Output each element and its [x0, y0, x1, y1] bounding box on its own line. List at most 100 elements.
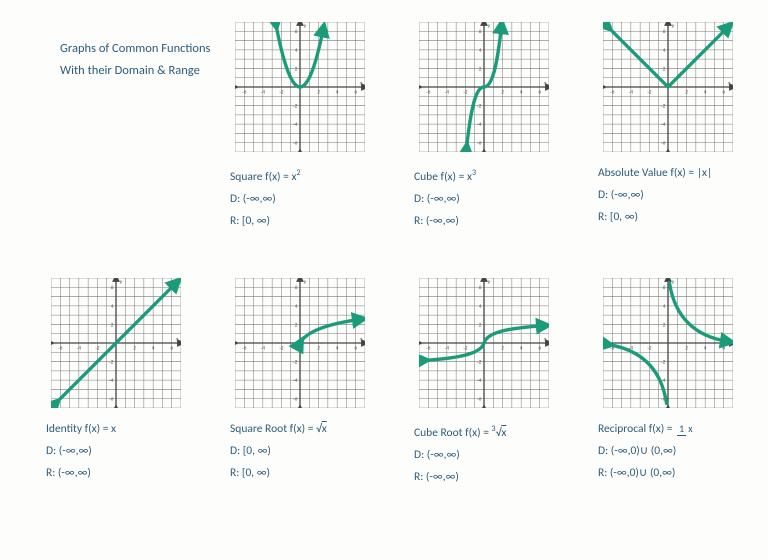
svg-text:-2: -2: [477, 104, 482, 110]
svg-text:-4: -4: [661, 122, 666, 128]
svg-text:-6: -6: [477, 397, 482, 403]
caption-identity: Identity f(x) = x D: (-∞,∞) R: (-∞,∞): [46, 418, 206, 484]
svg-text:4: 4: [336, 346, 339, 352]
svg-text:6: 6: [722, 346, 725, 352]
caption-sqrt: Square Root f(x) = √x D: [0, ∞) R: [0, ∞…: [230, 418, 390, 484]
svg-text:-6: -6: [58, 346, 63, 352]
plot-cbrt: -6-6-4-4-2-2224466xy: [419, 278, 549, 408]
svg-text:x: x: [728, 80, 731, 86]
svg-text:y: y: [304, 279, 307, 285]
svg-text:6: 6: [479, 29, 482, 35]
svg-text:6: 6: [663, 29, 666, 35]
svg-text:6: 6: [538, 90, 541, 96]
function-grid: -6-6-4-4-2-2224466xy Square f(x) = x2 D:…: [26, 22, 758, 534]
svg-text:2: 2: [685, 346, 688, 352]
svg-text:2: 2: [663, 322, 666, 328]
svg-text:4: 4: [295, 48, 298, 54]
svg-text:-2: -2: [109, 360, 114, 366]
svg-text:y: y: [304, 23, 307, 29]
svg-text:2: 2: [295, 66, 298, 72]
svg-text:-4: -4: [77, 346, 82, 352]
svg-text:6: 6: [354, 90, 357, 96]
svg-text:-4: -4: [477, 122, 482, 128]
svg-text:x: x: [544, 336, 547, 342]
plot-sqrt: -6-6-4-4-2-2224466xy: [235, 278, 365, 408]
svg-text:6: 6: [354, 346, 357, 352]
svg-text:6: 6: [295, 29, 298, 35]
svg-text:2: 2: [479, 66, 482, 72]
svg-text:2: 2: [501, 90, 504, 96]
svg-text:-2: -2: [647, 90, 652, 96]
svg-text:4: 4: [520, 90, 523, 96]
svg-text:-6: -6: [242, 346, 247, 352]
svg-text:-2: -2: [661, 104, 666, 110]
svg-text:2: 2: [663, 66, 666, 72]
plot-square: -6-6-4-4-2-2224466xy: [235, 22, 365, 152]
caption-abs: Absolute Value f(x) = |x| D: (-∞,∞) R: […: [598, 162, 758, 228]
svg-text:-2: -2: [463, 90, 468, 96]
caption-recip: Reciprocal f(x) = 1x D: (-∞,0)∪ (0,∞) R:…: [598, 418, 758, 484]
svg-text:6: 6: [722, 90, 725, 96]
svg-text:6: 6: [295, 285, 298, 291]
svg-text:2: 2: [133, 346, 136, 352]
svg-text:2: 2: [317, 346, 320, 352]
svg-text:4: 4: [663, 304, 666, 310]
svg-text:2: 2: [111, 322, 114, 328]
svg-text:4: 4: [520, 346, 523, 352]
caption-cube: Cube f(x) = x3 D: (-∞,∞) R: (-∞,∞): [414, 162, 574, 232]
svg-text:-4: -4: [261, 90, 266, 96]
svg-text:6: 6: [479, 285, 482, 291]
svg-text:-4: -4: [445, 346, 450, 352]
svg-text:4: 4: [336, 90, 339, 96]
svg-text:-4: -4: [629, 90, 634, 96]
svg-text:4: 4: [111, 304, 114, 310]
svg-text:x: x: [360, 336, 363, 342]
svg-text:2: 2: [501, 346, 504, 352]
svg-text:6: 6: [663, 285, 666, 291]
svg-text:x: x: [176, 336, 179, 342]
svg-text:4: 4: [295, 304, 298, 310]
svg-text:4: 4: [663, 48, 666, 54]
svg-text:-2: -2: [279, 90, 284, 96]
svg-text:-6: -6: [477, 141, 482, 147]
svg-text:-2: -2: [293, 104, 298, 110]
svg-text:-4: -4: [293, 378, 298, 384]
svg-text:6: 6: [111, 285, 114, 291]
plot-recip: -6-6-4-4-2-2224466xy: [603, 278, 733, 408]
svg-text:-6: -6: [109, 397, 114, 403]
svg-text:-6: -6: [293, 397, 298, 403]
plot-cube: -6-6-4-4-2-2224466xy: [419, 22, 549, 152]
plot-abs: -6-6-4-4-2-2224466xy: [603, 22, 733, 152]
svg-text:y: y: [120, 279, 123, 285]
svg-text:y: y: [488, 279, 491, 285]
svg-text:y: y: [672, 279, 675, 285]
svg-text:-6: -6: [242, 90, 247, 96]
caption-cbrt: Cube Root f(x) = 3√x D: (-∞,∞) R: (-∞,∞): [414, 418, 574, 488]
svg-text:4: 4: [479, 304, 482, 310]
svg-text:-2: -2: [463, 346, 468, 352]
svg-text:-2: -2: [477, 360, 482, 366]
svg-text:2: 2: [295, 322, 298, 328]
svg-text:6: 6: [538, 346, 541, 352]
svg-text:4: 4: [479, 48, 482, 54]
caption-square: Square f(x) = x2 D: (-∞,∞) R: [0, ∞): [230, 162, 390, 232]
svg-text:-2: -2: [95, 346, 100, 352]
svg-text:-6: -6: [426, 90, 431, 96]
svg-text:6: 6: [170, 346, 173, 352]
svg-text:-4: -4: [445, 90, 450, 96]
svg-text:2: 2: [479, 322, 482, 328]
svg-text:4: 4: [704, 90, 707, 96]
svg-text:y: y: [488, 23, 491, 29]
svg-text:x: x: [360, 80, 363, 86]
svg-text:-4: -4: [477, 378, 482, 384]
svg-text:4: 4: [152, 346, 155, 352]
svg-text:-6: -6: [293, 141, 298, 147]
svg-text:-4: -4: [261, 346, 266, 352]
svg-text:4: 4: [704, 346, 707, 352]
svg-text:2: 2: [685, 90, 688, 96]
svg-text:-6: -6: [661, 141, 666, 147]
svg-text:-2: -2: [293, 360, 298, 366]
svg-text:x: x: [544, 80, 547, 86]
svg-text:-6: -6: [426, 346, 431, 352]
svg-text:-2: -2: [279, 346, 284, 352]
